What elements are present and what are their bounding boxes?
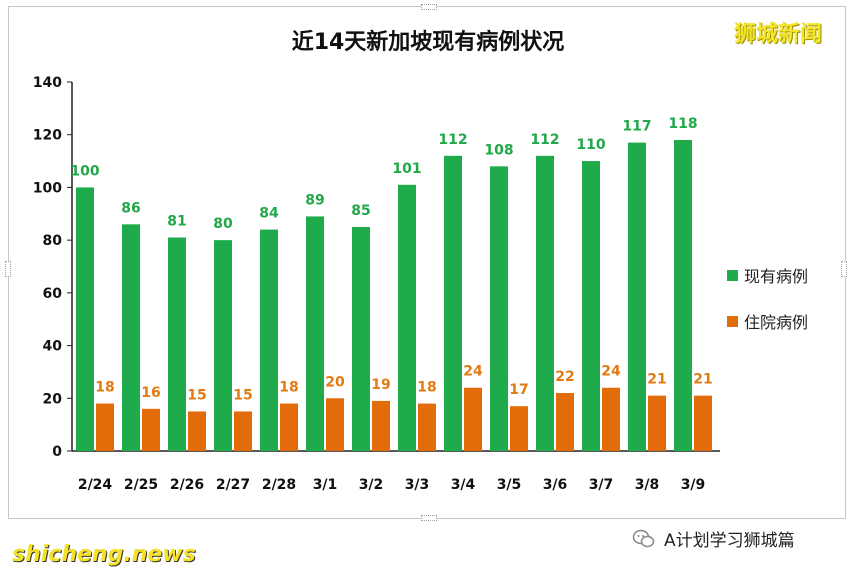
bar-hospitalized	[510, 406, 528, 451]
bar-hospitalized	[326, 398, 344, 451]
bar-existing	[214, 240, 232, 451]
data-label-hospitalized: 16	[141, 385, 160, 401]
resize-handle-right[interactable]	[841, 261, 847, 277]
x-tick-label: 3/3	[405, 477, 430, 493]
data-label-existing: 108	[484, 142, 513, 158]
data-label-existing: 84	[259, 206, 279, 222]
x-tick-label: 3/9	[681, 477, 706, 493]
y-tick-label: 80	[43, 233, 63, 249]
data-label-hospitalized: 17	[509, 382, 528, 398]
legend-label-existing: 现有病例	[744, 267, 809, 286]
data-label-hospitalized: 24	[601, 364, 621, 380]
y-tick-label: 100	[33, 180, 62, 196]
resize-handle-top[interactable]	[421, 4, 437, 10]
data-label-existing: 112	[438, 132, 467, 148]
data-label-hospitalized: 24	[463, 364, 483, 380]
data-label-existing: 89	[305, 192, 324, 208]
chart-title: 近14天新加坡现有病例状况	[291, 30, 565, 55]
data-label-existing: 80	[213, 216, 233, 232]
x-tick-label: 2/25	[124, 477, 158, 493]
site-watermark: shicheng.news	[12, 542, 196, 567]
bar-existing	[260, 229, 278, 451]
y-tick-label: 120	[33, 128, 62, 144]
data-label-existing: 117	[622, 119, 651, 135]
y-tick-label: 0	[52, 444, 62, 460]
legend-item-hospitalized: 住院病例	[727, 310, 808, 332]
y-tick-label: 140	[33, 75, 62, 91]
y-tick-label: 40	[43, 339, 63, 355]
data-label-existing: 118	[668, 116, 697, 132]
data-label-hospitalized: 20	[325, 374, 345, 390]
x-tick-label: 3/6	[543, 477, 568, 493]
legend-swatch-green	[727, 269, 738, 281]
data-label-existing: 112	[530, 132, 559, 148]
bar-hospitalized	[372, 400, 390, 451]
data-label-existing: 100	[70, 163, 99, 179]
data-label-hospitalized: 18	[279, 380, 298, 396]
bar-hospitalized	[556, 393, 574, 451]
bar-hospitalized	[234, 411, 252, 451]
bar-hospitalized	[142, 408, 160, 451]
bar-existing	[76, 187, 94, 451]
x-tick-label: 2/26	[170, 477, 204, 493]
wechat-icon	[632, 529, 655, 547]
bar-existing	[352, 226, 370, 451]
bar-existing	[444, 155, 462, 452]
data-label-hospitalized: 22	[555, 369, 574, 385]
x-tick-label: 2/24	[78, 477, 113, 493]
bar-hospitalized	[648, 395, 666, 451]
y-tick-label: 20	[43, 391, 63, 407]
x-tick-label: 3/2	[359, 477, 384, 493]
data-label-existing: 101	[392, 161, 421, 177]
legend-label-hospitalized: 住院病例	[744, 313, 809, 332]
bar-existing	[398, 184, 416, 452]
x-tick-label: 3/1	[313, 477, 338, 493]
bar-hospitalized	[694, 395, 712, 451]
bar-existing	[674, 139, 692, 451]
wechat-account-name: A计划学习狮城篇	[664, 531, 795, 551]
x-tick-label: 3/4	[451, 477, 476, 493]
data-label-hospitalized: 15	[187, 387, 206, 403]
resize-handle-bottom[interactable]	[421, 515, 437, 521]
bar-existing	[628, 142, 646, 451]
y-tick-label: 60	[43, 286, 63, 302]
resize-handle-left[interactable]	[5, 261, 11, 277]
x-tick-label: 3/8	[635, 477, 660, 493]
legend-swatch-orange	[727, 315, 738, 327]
data-label-existing: 85	[351, 203, 370, 219]
bar-hospitalized	[280, 403, 298, 451]
data-label-existing: 81	[167, 214, 186, 230]
x-tick-label: 2/27	[216, 477, 250, 493]
bar-existing	[582, 161, 600, 452]
bar-existing	[168, 237, 186, 451]
data-label-hospitalized: 18	[95, 380, 114, 396]
data-label-hospitalized: 18	[417, 380, 436, 396]
legend-item-existing: 现有病例	[727, 264, 808, 286]
x-tick-label: 3/7	[589, 477, 614, 493]
bar-hospitalized	[418, 403, 436, 451]
bar-existing	[490, 166, 508, 452]
bar-hospitalized	[602, 387, 620, 451]
data-label-hospitalized: 15	[233, 387, 252, 403]
data-label-hospitalized: 21	[693, 372, 712, 388]
brand-watermark: 狮城新闻	[734, 22, 823, 47]
bar-existing	[122, 224, 140, 451]
bar-existing	[536, 155, 554, 452]
data-label-existing: 86	[121, 200, 140, 216]
bar-hospitalized	[464, 387, 482, 451]
data-label-hospitalized: 21	[647, 372, 666, 388]
x-tick-label: 3/5	[497, 477, 522, 493]
data-label-hospitalized: 19	[371, 377, 390, 393]
x-tick-label: 2/28	[262, 477, 296, 493]
data-label-existing: 110	[576, 137, 605, 153]
bar-hospitalized	[188, 411, 206, 451]
wechat-account: A计划学习狮城篇	[632, 526, 795, 551]
chart-legend: 现有病例 住院病例	[727, 264, 808, 356]
bar-existing	[306, 216, 324, 451]
bar-hospitalized	[96, 403, 114, 451]
